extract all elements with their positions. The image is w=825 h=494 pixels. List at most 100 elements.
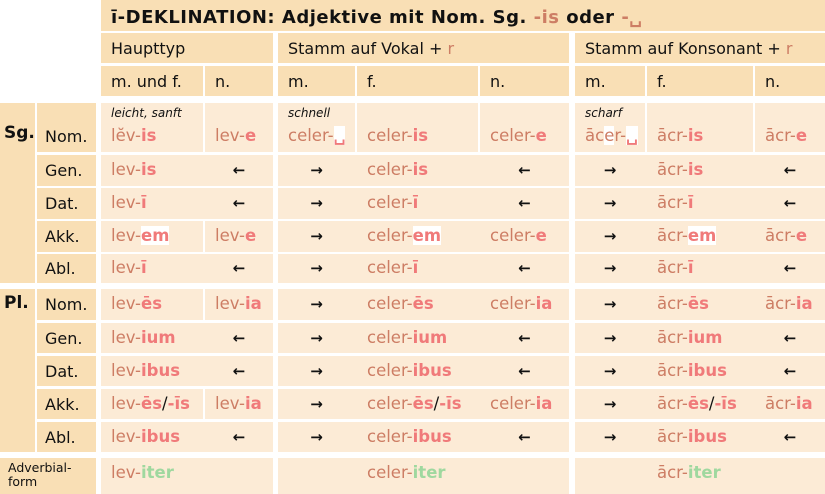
word-form: celer-ī (367, 193, 418, 212)
word-form: celer-e (490, 126, 547, 145)
form-segment: ibus (141, 427, 181, 446)
group-header: Haupttyp (101, 33, 273, 63)
arrow-right-icon: → (603, 259, 617, 277)
table-cell: → celer-ēs celer-ia (278, 289, 569, 320)
adverb-cell: lev-iter (101, 458, 273, 494)
case-label: Gen. (37, 323, 96, 353)
word-form: celer-e (490, 226, 547, 245)
case-label: Akk. (37, 221, 96, 252)
form-segment: ācr- (657, 193, 688, 212)
word-form: ācr-ia (765, 394, 813, 413)
form-segment: ācr- (765, 394, 796, 413)
table-cell: lev-e (205, 103, 273, 152)
arrow-right-icon: → (603, 194, 617, 212)
arrow-left-icon: ← (783, 194, 797, 212)
number-label: Pl. (0, 289, 35, 452)
case-label: Gen. (37, 155, 96, 186)
form-segment: lev- (111, 258, 142, 277)
form-segment: -īs (439, 394, 462, 413)
table-cell: → celer-ī ← (278, 254, 569, 283)
word-form: ācr-e (765, 126, 807, 145)
form-segment: is (412, 126, 429, 145)
table-cell: → celer-ibus ← (278, 356, 569, 386)
form-segment: ī (687, 193, 694, 212)
form-segment: ibus (687, 361, 727, 380)
table-cell: lev-ibus ← (101, 356, 273, 386)
case-label: Dat. (37, 188, 96, 219)
arrow-left-icon: ← (232, 362, 246, 380)
table-cell: scharf ācer-␣ (575, 103, 645, 152)
group-header-r: r (785, 39, 793, 58)
arrow-left-icon: ← (518, 259, 531, 277)
case-label: Akk. (37, 389, 96, 419)
gender-header: n. (480, 66, 569, 96)
arrow-left-icon: ← (518, 194, 531, 212)
form-segment: e (535, 126, 547, 145)
table-cell: lev-ī ← (101, 254, 273, 283)
form-segment: celer- (367, 361, 413, 380)
form-segment: -īs (167, 394, 190, 413)
word-form: ācr-is (657, 160, 703, 179)
form-segment: ␣ (333, 126, 346, 145)
table-cell: → ācr-ī ← (575, 188, 825, 219)
form-segment: ācr- (765, 226, 796, 245)
form-segment: ī (687, 258, 694, 277)
form-segment: ia (535, 294, 553, 313)
word-form: ācr-ibus (657, 427, 727, 446)
form-segment: ī (412, 258, 419, 277)
form-segment: lev- (111, 226, 142, 245)
table-cell: ācr-e (755, 103, 825, 152)
case-label: Nom. (37, 289, 96, 320)
form-segment: celer- (367, 463, 413, 482)
gender-header: m. (278, 66, 355, 96)
table-cell: lev-ēs/-īs (101, 389, 203, 419)
word-form: celer-ēs/-īs (367, 394, 462, 413)
arrow-right-icon: → (603, 362, 617, 380)
arrow-left-icon: ← (518, 329, 531, 347)
table-cell: → celer-em celer-e (278, 221, 569, 252)
form-segment: celer- (367, 427, 413, 446)
form-segment: e (795, 126, 808, 145)
arrow-right-icon: → (310, 362, 323, 380)
table-cell: lev-ibus ← (101, 422, 273, 452)
form-segment: is (141, 160, 157, 179)
form-segment: ia (535, 394, 553, 413)
gender-header: m. und f. (101, 66, 203, 96)
adverb-form: celer-iter (367, 463, 446, 482)
form-segment: ācr- (765, 126, 796, 145)
arrow-left-icon: ← (232, 329, 246, 347)
form-segment: iter (412, 463, 446, 482)
word-form: celer-ia (490, 394, 552, 413)
word-form: ācr-ibus (657, 361, 727, 380)
form-segment: celer- (367, 394, 413, 413)
table-cell: celer-is (357, 103, 478, 152)
form-segment: ācr- (657, 160, 688, 179)
adverb-label: Adverbial-form (0, 458, 96, 494)
number-label: Sg. (0, 103, 35, 283)
form-segment: lev- (111, 193, 142, 212)
form-segment: lev- (111, 294, 142, 313)
group-header-label: Stamm auf Vokal + (288, 39, 448, 58)
arrow-left-icon: ← (232, 194, 246, 212)
arrow-right-icon: → (310, 194, 323, 212)
gloss-text: schnell (288, 106, 331, 120)
table-cell: → ācr-ibus ← (575, 422, 825, 452)
form-segment: / (162, 394, 168, 413)
table-cell: leicht, sanft lĕv-is (101, 103, 203, 152)
case-label: Nom. (37, 103, 96, 152)
word-form: lev-ī (111, 193, 147, 212)
form-segment: ēs (141, 294, 163, 313)
form-segment: / (433, 394, 440, 413)
gender-header: m. (575, 66, 645, 96)
form-segment: ēs (412, 394, 434, 413)
form-segment: e (535, 226, 547, 245)
form-segment: ium (687, 328, 723, 347)
word-form: lev-is (111, 160, 157, 179)
group-header: Stamm auf Konsonant + r (575, 33, 825, 63)
adverb-label-line: form (8, 474, 38, 489)
table-cell: lev-ēs (101, 289, 203, 320)
form-segment: em (412, 226, 442, 245)
form-segment: is (687, 160, 704, 179)
group-header-label: Haupttyp (111, 39, 186, 58)
arrow-left-icon: ← (783, 161, 797, 179)
